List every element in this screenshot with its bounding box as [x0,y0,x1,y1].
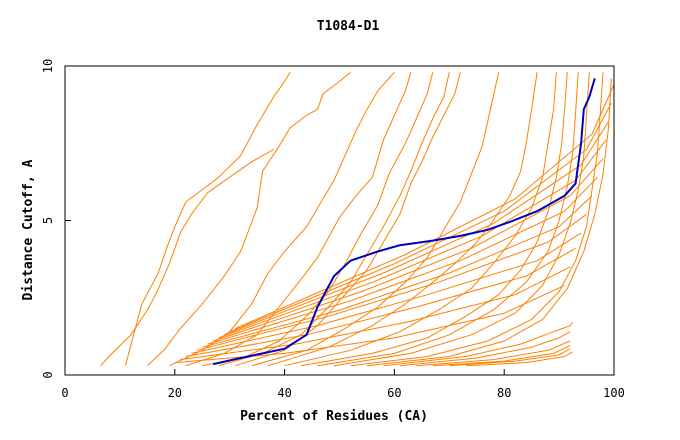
model-series-line-27 [196,213,587,351]
model-series-line-29 [207,176,598,345]
model-series-line-21 [449,348,571,367]
y-ticks: 0 5 10 [41,59,71,379]
x-ticks: 0 20 40 60 80 100 [61,369,625,400]
model-series-line-26 [191,232,582,354]
model-series-line-3 [146,71,351,367]
y-tick-label: 0 [41,371,55,378]
model-series-line-4 [169,71,395,367]
chart-title: T1084-D1 [317,19,380,34]
model-series-line-15 [350,72,604,367]
x-tick-label: 100 [603,386,625,400]
model-series-line-33 [229,102,612,333]
model-series-line-30 [213,158,604,342]
x-axis-label: Percent of Residues (CA) [240,409,428,424]
model-series-line-10 [267,72,538,367]
x-tick-label: 40 [277,386,291,400]
model-series-group [100,71,615,367]
y-axis-label: Distance Cutoff, A [21,159,36,300]
model-series-line-8 [235,72,461,367]
model-series-line-6 [202,72,434,367]
model-series-line-17 [383,322,574,367]
y-tick-label: 5 [41,217,55,224]
model-series-line-18 [399,331,571,367]
model-series-line-7 [218,72,450,367]
highlight-series-line [212,78,596,366]
x-tick-label: 80 [497,386,511,400]
model-series-line-9 [251,72,500,367]
model-series-line-12 [301,72,568,367]
model-series-line-32 [224,121,609,336]
model-series-line-25 [185,247,576,357]
model-series-line-2 [124,71,291,366]
x-tick-label: 20 [168,386,182,400]
model-series-line-34 [235,84,615,330]
model-series-line-13 [317,72,579,367]
model-series-line-19 [416,340,571,367]
plot-frame [64,65,615,376]
y-tick-label: 10 [41,59,55,73]
model-series-line-16 [366,78,612,367]
model-series-line-28 [202,195,593,348]
model-series-line-14 [333,72,590,367]
highlight-series-group [212,78,596,366]
model-series-line-20 [432,345,571,367]
model-series-line-22 [465,351,574,367]
x-tick-label: 60 [387,386,401,400]
model-series-line-1 [100,148,274,367]
x-tick-label: 0 [61,386,68,400]
model-series-line-24 [180,266,571,361]
